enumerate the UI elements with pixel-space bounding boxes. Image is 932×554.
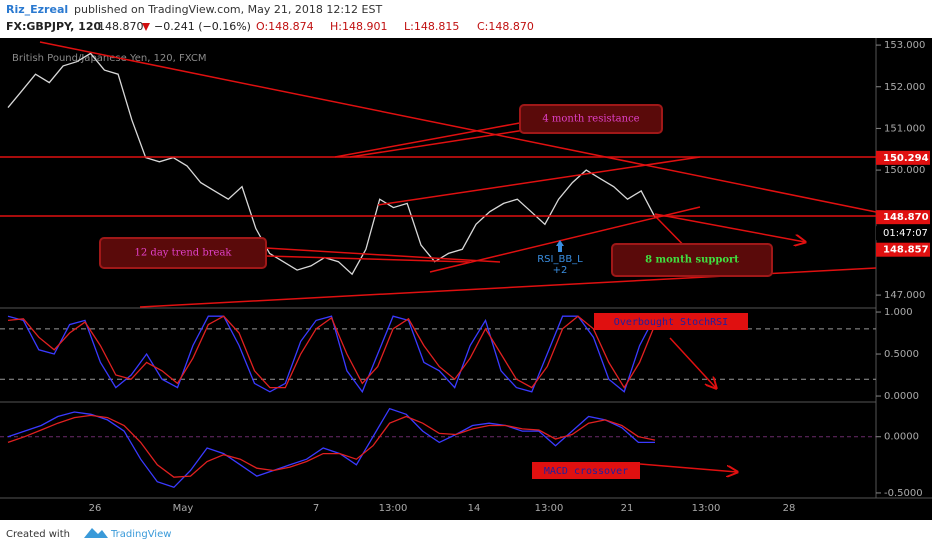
y-tick-label: 151.000 (884, 123, 925, 134)
down-arrow (142, 23, 150, 31)
chart-bg (0, 38, 932, 520)
x-tick-label: 13:00 (379, 503, 408, 514)
note: 4 month resistance (542, 114, 639, 125)
note: MACD crossover (544, 466, 628, 477)
open: O:148.874 (256, 20, 314, 33)
created: Created with (6, 529, 70, 540)
price-badge (876, 150, 930, 165)
note-box (99, 237, 267, 269)
y-tick-label: 150.000 (884, 165, 925, 176)
trend-lines (0, 41, 877, 472)
price-badge (876, 242, 930, 257)
x-tick-label: 14 (468, 503, 481, 514)
note-box (611, 243, 773, 277)
symbol: FX:GBPJPY, 120 (6, 20, 101, 33)
y-tick-label: -0.5000 (884, 488, 923, 499)
note: 8 month support (645, 255, 739, 266)
published: published on TradingView.com, May 21, 20… (74, 3, 382, 16)
x-tick-label: May (173, 503, 194, 514)
chart-legend: British Pound/Japanese Yen, 120, FXCM (12, 53, 207, 64)
y-tick-label: 0.0000 (884, 432, 919, 443)
x-tick-label: 26 (89, 503, 102, 514)
series-line (7, 414, 656, 478)
note-box (519, 104, 663, 134)
signal-count: +2 (553, 265, 568, 276)
axes: 147.000 150.000 151.000 152.000 153.000 150.2… (89, 40, 930, 514)
series-line (7, 407, 655, 489)
price-badge-label: 148.857 (883, 245, 929, 256)
header-bg (0, 0, 932, 38)
x-tick-label: 7 (313, 503, 319, 514)
countdown: 01:47:07 (883, 228, 928, 239)
brand: TradingView (110, 529, 171, 540)
footer-bg (0, 520, 932, 550)
countdown-bg (876, 226, 930, 241)
y-tick-label: 153.000 (884, 40, 925, 51)
high: H:148.901 (330, 20, 387, 33)
signal-arrow (556, 240, 564, 252)
price-badge-label: 150.294 (883, 153, 929, 164)
x-tick-label: 21 (621, 503, 634, 514)
note-box (532, 462, 640, 479)
plot (0, 52, 876, 489)
x-tick-label: 13:00 (692, 503, 721, 514)
y-tick-label: 1.000 (884, 307, 913, 318)
note: Overbought StochRSI (614, 317, 728, 328)
signal: RSI_BB_L (537, 254, 583, 265)
close: C:148.870 (477, 20, 534, 33)
author: Riz_Ezreal (6, 3, 68, 16)
logo (84, 528, 108, 538)
note-box (594, 313, 748, 330)
price-badge-label: 148.870 (883, 212, 929, 223)
series-line (7, 315, 656, 389)
y-tick-label: 0.0000 (884, 391, 919, 402)
series-line (7, 315, 656, 394)
last-price: 148.870 (98, 20, 144, 33)
y-tick-label: 147.000 (884, 290, 925, 301)
low: L:148.815 (404, 20, 459, 33)
change: −0.241 (−0.16%) (154, 20, 251, 33)
note: 12 day trend break (135, 248, 233, 259)
x-tick-label: 13:00 (535, 503, 564, 514)
series-line (7, 52, 656, 276)
y-tick-label: 152.000 (884, 82, 925, 93)
price-badge (876, 210, 930, 225)
x-tick-label: 28 (783, 503, 796, 514)
y-tick-label: 0.5000 (884, 349, 919, 360)
